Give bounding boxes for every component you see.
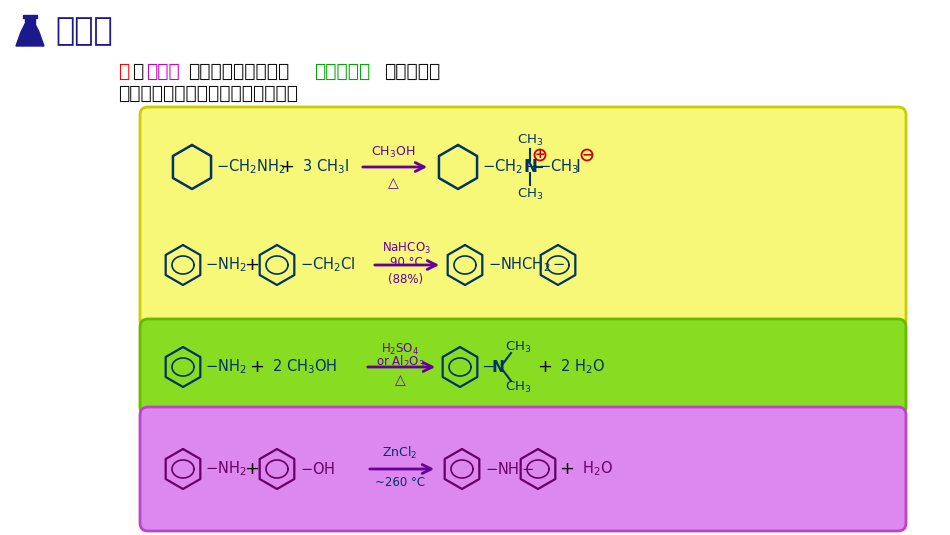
Polygon shape	[23, 15, 37, 18]
Text: $\mathregular{3\ CH_3I}$: $\mathregular{3\ CH_3I}$	[302, 158, 350, 177]
Text: N: N	[523, 158, 537, 176]
Text: +: +	[279, 158, 294, 176]
Text: $\mathregular{-CH_2Cl}$: $\mathregular{-CH_2Cl}$	[300, 256, 355, 274]
Text: 胺: 胺	[118, 62, 129, 80]
Text: $\mathregular{-CH_2-}$: $\mathregular{-CH_2-}$	[482, 158, 539, 177]
Text: $\mathregular{-NH_2}$: $\mathregular{-NH_2}$	[205, 358, 247, 376]
Text: $\mathregular{-NH_2}$: $\mathregular{-NH_2}$	[205, 256, 247, 274]
Text: $\mathregular{CH_3}$: $\mathregular{CH_3}$	[517, 187, 543, 202]
Text: I: I	[575, 158, 580, 176]
FancyBboxPatch shape	[140, 107, 906, 328]
Text: 卤代烷: 卤代烷	[146, 62, 180, 80]
Text: ─N: ─N	[483, 360, 504, 374]
Polygon shape	[25, 18, 35, 24]
Text: (88%): (88%)	[389, 272, 424, 286]
Text: $\mathregular{-OH}$: $\mathregular{-OH}$	[300, 461, 335, 477]
Text: +: +	[244, 256, 259, 274]
Text: +: +	[538, 358, 553, 376]
Text: $\mathregular{-CH_3}$: $\mathregular{-CH_3}$	[538, 158, 580, 177]
Text: +: +	[560, 460, 575, 478]
Text: $\mathregular{CH_3}$: $\mathregular{CH_3}$	[504, 379, 531, 394]
Text: +: +	[535, 148, 545, 161]
Text: $\mathregular{2\ CH_3OH}$: $\mathregular{2\ CH_3OH}$	[272, 358, 337, 376]
Text: 90 °C: 90 °C	[390, 256, 423, 269]
Text: $\mathregular{H_2O}$: $\mathregular{H_2O}$	[582, 460, 613, 478]
Text: △: △	[388, 176, 398, 190]
Text: ~260 °C: ~260 °C	[375, 477, 425, 490]
Polygon shape	[16, 24, 44, 46]
Text: $\mathregular{NaHCO_3}$: $\mathregular{NaHCO_3}$	[382, 240, 430, 256]
Text: 发生亲核取: 发生亲核取	[384, 62, 440, 80]
Text: +: +	[244, 460, 259, 478]
Text: $\mathregular{-NH_2}$: $\mathregular{-NH_2}$	[205, 460, 247, 478]
Text: $\mathregular{CH_3}$: $\mathregular{CH_3}$	[504, 339, 531, 355]
Text: △: △	[394, 373, 406, 387]
Text: $\mathregular{-NH-}$: $\mathregular{-NH-}$	[485, 461, 534, 477]
FancyBboxPatch shape	[140, 319, 906, 415]
Text: 与: 与	[132, 62, 143, 80]
Text: $\mathregular{CH_3OH}$: $\mathregular{CH_3OH}$	[370, 144, 415, 159]
Text: 、含有活沼卤原子的: 、含有活沼卤原子的	[188, 62, 289, 80]
Text: $\mathregular{ZnCl_2}$: $\mathregular{ZnCl_2}$	[382, 445, 418, 461]
Text: −: −	[581, 148, 593, 162]
Text: $\mathregular{-NHCH_2-}$: $\mathregular{-NHCH_2-}$	[488, 256, 565, 274]
Text: 代反应，在胺的氮原子上引入烃基。: 代反应，在胺的氮原子上引入烃基。	[118, 83, 298, 103]
Text: $\mathregular{2\ H_2O}$: $\mathregular{2\ H_2O}$	[560, 358, 605, 376]
Text: 烃基化: 烃基化	[55, 17, 113, 48]
Text: $\mathregular{or\ Al_2O_3}$: $\mathregular{or\ Al_2O_3}$	[375, 354, 425, 370]
Text: +: +	[250, 358, 264, 376]
Text: $\mathregular{H_2SO_4}$: $\mathregular{H_2SO_4}$	[381, 341, 419, 356]
Text: $\mathregular{CH_3}$: $\mathregular{CH_3}$	[517, 133, 543, 148]
FancyBboxPatch shape	[140, 407, 906, 531]
Text: $\mathregular{-CH_2NH_2}$: $\mathregular{-CH_2NH_2}$	[216, 158, 286, 177]
Text: 芳卤化合物: 芳卤化合物	[314, 62, 370, 80]
